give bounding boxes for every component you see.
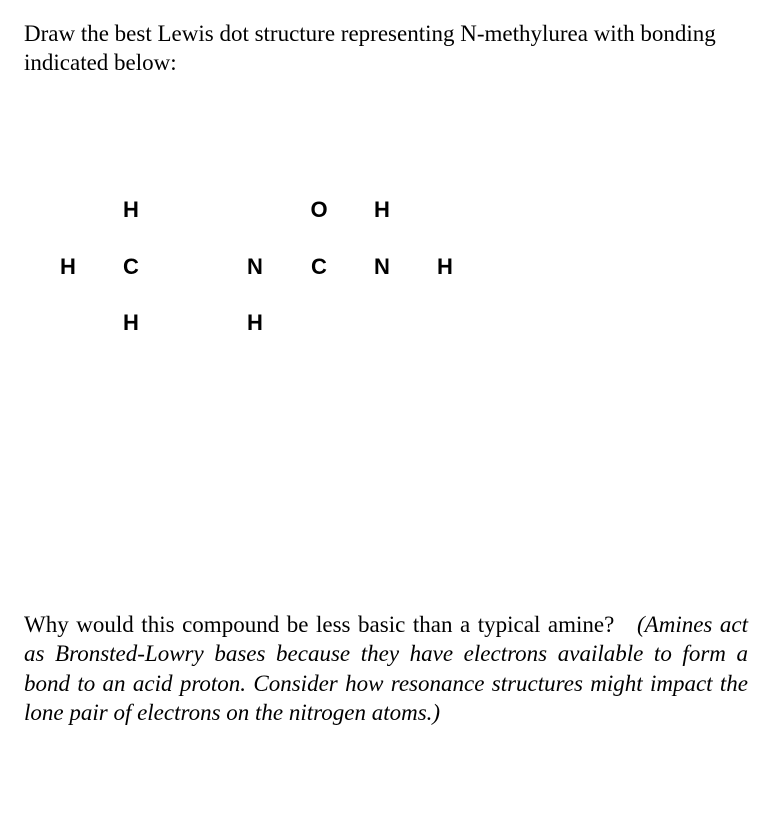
atom-label: C xyxy=(119,256,143,278)
explanation-text: Why would this compound be less basic th… xyxy=(24,610,748,728)
page: Draw the best Lewis dot structure repres… xyxy=(0,0,772,822)
atom-label: H xyxy=(370,199,394,221)
question-prompt: Draw the best Lewis dot structure repres… xyxy=(24,20,748,78)
atom-label: H xyxy=(56,256,80,278)
atom-label: H xyxy=(243,312,267,334)
atom-label: C xyxy=(307,256,331,278)
atom-label: O xyxy=(307,199,331,221)
atom-label: H xyxy=(433,256,457,278)
question-block: Draw the best Lewis dot structure repres… xyxy=(24,20,748,78)
atom-label: N xyxy=(370,256,394,278)
atom-label: H xyxy=(119,199,143,221)
explanation-lead: Why would this compound be less basic th… xyxy=(24,612,614,637)
explanation-block: Why would this compound be less basic th… xyxy=(24,610,748,728)
atom-label: N xyxy=(243,256,267,278)
atom-label: H xyxy=(119,312,143,334)
